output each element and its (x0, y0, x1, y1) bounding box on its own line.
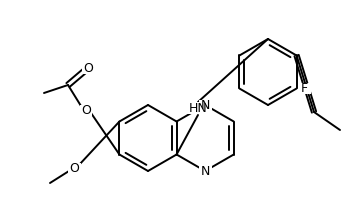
Bar (80, 104, 92, 116)
Text: HN: HN (189, 102, 208, 114)
Text: O: O (81, 104, 91, 116)
Text: O: O (83, 61, 93, 75)
Bar (82, 63, 94, 73)
Bar (68, 162, 80, 174)
Bar (199, 99, 212, 111)
Bar (199, 165, 212, 177)
Bar (299, 83, 310, 94)
Bar (183, 102, 207, 114)
Text: N: N (200, 165, 210, 177)
Text: O: O (69, 162, 79, 174)
Text: N: N (200, 99, 210, 111)
Text: F: F (301, 82, 308, 95)
